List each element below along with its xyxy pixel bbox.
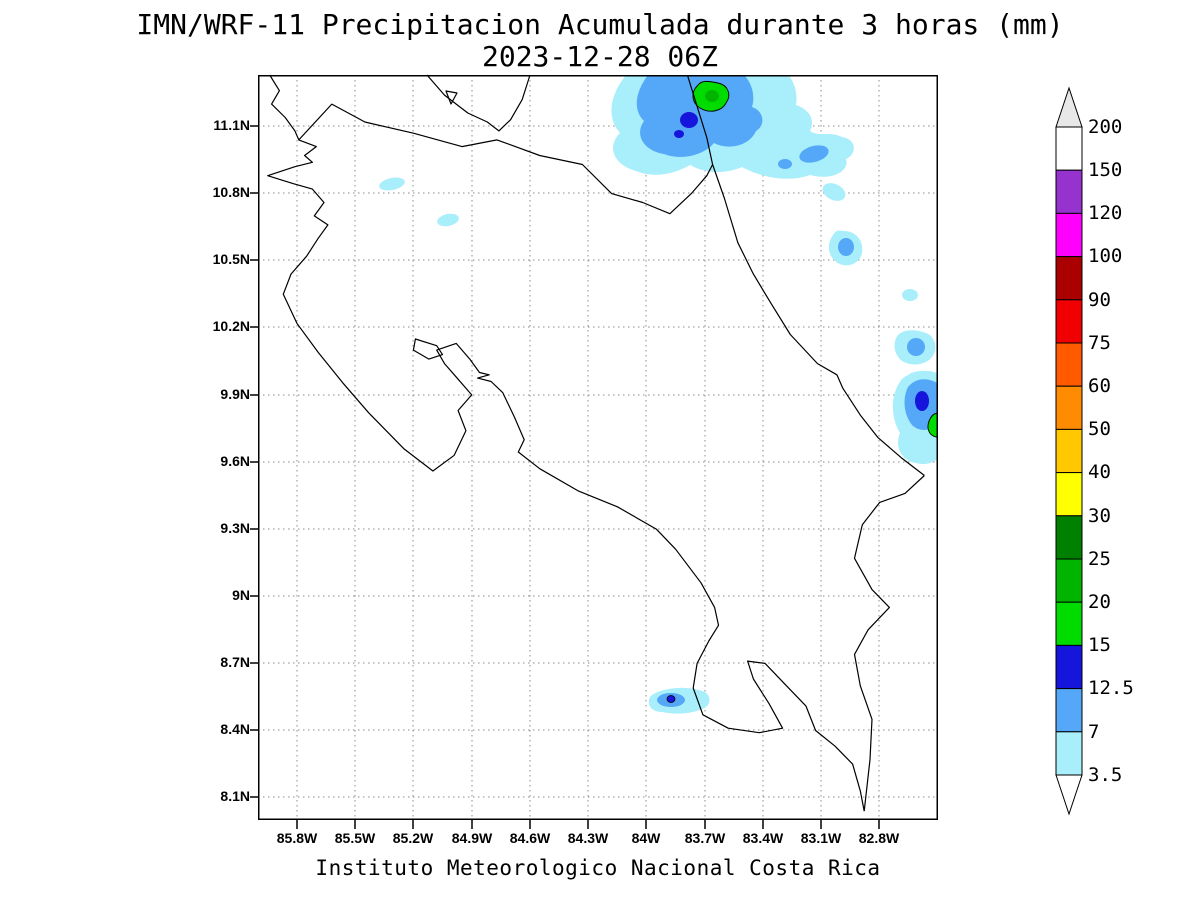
nicaragua-border	[298, 103, 714, 215]
caribbean-coastline	[686, 74, 925, 476]
map-frame	[258, 75, 938, 820]
colorbar	[1052, 80, 1100, 825]
colorbar-tick-label: 200	[1088, 116, 1123, 138]
colorbar-tick-label: 50	[1088, 418, 1111, 440]
colorbar-tick-label: 3.5	[1088, 764, 1123, 786]
lon-tick-label: 84.9W	[451, 830, 493, 846]
colorbar-tick-label: 7	[1088, 721, 1100, 743]
colorbar-segment	[1055, 169, 1083, 214]
lat-tick-label: 10.8N	[212, 184, 250, 200]
grid-lines	[258, 75, 938, 820]
lon-tick-label: 85.5W	[334, 830, 376, 846]
institution-caption: Instituto Meteorologico Nacional Costa R…	[315, 856, 881, 880]
lon-tick-label: 85.2W	[392, 830, 434, 846]
colorbar-tick-label: 120	[1088, 202, 1123, 224]
precip-cell-north-tail-moderate	[799, 145, 829, 163]
colorbar-segment	[1055, 472, 1083, 517]
colorbar-tick-label: 60	[1088, 375, 1111, 397]
colorbar-segment	[1055, 256, 1083, 301]
precip-cell-nw-light	[379, 177, 405, 191]
precip-cell-offshore-light	[902, 289, 918, 301]
lat-tick-label: 9.3N	[220, 520, 250, 536]
lat-tick-label: 9N	[232, 587, 250, 603]
coastline-layer	[267, 74, 925, 812]
precip-cell-se-core	[927, 412, 938, 438]
colorbar-tick-label: 100	[1088, 245, 1123, 267]
colorbar-tick-label: 25	[1088, 548, 1111, 570]
lon-tick-label: 83.1W	[800, 830, 842, 846]
colorbar-segment	[1055, 299, 1083, 344]
colorbar-tick-label: 12.5	[1088, 677, 1134, 699]
colorbar-segment	[1055, 688, 1083, 733]
colorbar-segment	[1055, 731, 1083, 776]
lat-tick-label: 11.1N	[213, 117, 250, 133]
chart-title: IMN/WRF-11 Precipitacion Acumulada duran…	[136, 8, 1064, 41]
colorbar-tick-label: 20	[1088, 591, 1111, 613]
colorbar-segment	[1055, 601, 1083, 646]
map-svg	[250, 74, 938, 829]
colorbar-segment	[1055, 428, 1083, 474]
lat-tick-label: 8.1N	[220, 788, 250, 804]
lon-tick-label: 84.3W	[567, 830, 609, 846]
colorbar-segment	[1055, 385, 1083, 430]
panama-border	[853, 475, 925, 812]
lake-island	[445, 90, 458, 105]
precip-cell-north-heavy	[680, 112, 698, 128]
colorbar-tick-label: 30	[1088, 505, 1111, 527]
lake-nicaragua-shore	[426, 74, 531, 132]
colorbar-segment	[1055, 644, 1083, 690]
lon-tick-label: 85.8W	[276, 830, 318, 846]
precipitation-layer	[379, 75, 938, 714]
precip-cell-north-tail-moderate	[778, 159, 792, 169]
chart-subtitle: 2023-12-28 06Z	[481, 40, 718, 73]
lon-tick-label: 83.7W	[684, 830, 726, 846]
colorbar-tick-label: 90	[1088, 289, 1111, 311]
lat-tick-label: 8.7N	[220, 654, 250, 670]
precip-cell-north-heavy	[674, 130, 684, 138]
colorbar-svg	[1055, 86, 1083, 816]
precip-cell-offshore-moderate	[838, 238, 854, 256]
precip-cell-se-heavy	[915, 391, 929, 411]
precip-cell-se-moderate	[907, 338, 925, 356]
precip-cell-north-core-max	[705, 90, 719, 102]
colorbar-tick-label: 75	[1088, 332, 1111, 354]
colorbar-segment	[1055, 515, 1083, 560]
colorbar-arrow-bottom	[1055, 774, 1083, 816]
colorbar-segment	[1055, 558, 1083, 603]
isla-chira	[412, 338, 444, 360]
lon-tick-label: 84W	[631, 830, 661, 846]
lon-tick-label: 82.8W	[858, 830, 900, 846]
colorbar-segment	[1055, 212, 1083, 258]
colorbar-tick-label: 15	[1088, 634, 1111, 656]
lat-tick-label: 10.2N	[212, 318, 250, 334]
lon-tick-label: 83.4W	[742, 830, 784, 846]
colorbar-arrow-top	[1055, 86, 1083, 128]
precip-cell-nw-light	[437, 213, 459, 227]
lat-tick-label: 8.4N	[220, 721, 250, 737]
axis-ticks	[250, 125, 880, 829]
lat-tick-label: 10.5N	[212, 251, 250, 267]
precip-cell-south-heavy	[666, 695, 676, 703]
colorbar-segment	[1055, 342, 1083, 387]
lon-tick-label: 84.6W	[509, 830, 551, 846]
pacific-coastline	[267, 74, 865, 812]
map-area	[250, 74, 938, 829]
colorbar-tick-label: 40	[1088, 461, 1111, 483]
lat-tick-label: 9.9N	[220, 386, 250, 402]
colorbar-tick-label: 150	[1088, 159, 1123, 181]
lat-tick-label: 9.6N	[220, 453, 250, 469]
precip-cell-offshore-light	[822, 183, 846, 201]
colorbar-segment	[1055, 126, 1083, 171]
